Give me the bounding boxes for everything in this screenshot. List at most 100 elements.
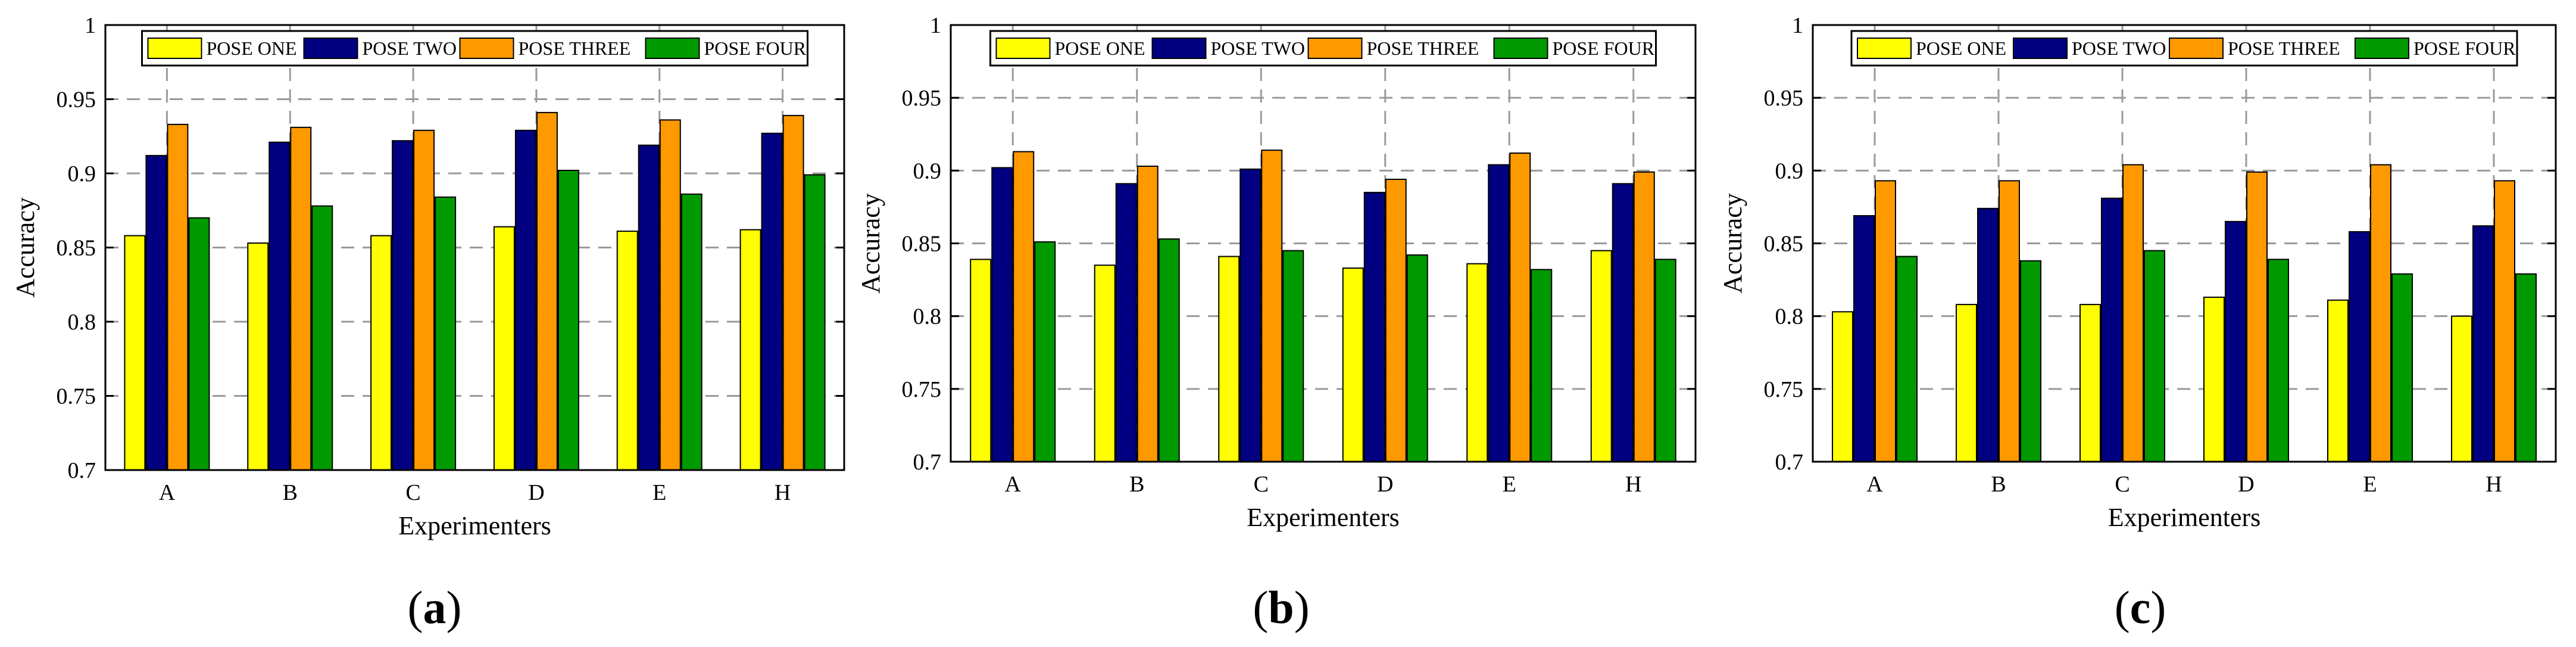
legend-swatch-pose-two bbox=[1151, 38, 1207, 59]
y-tick-label: 0.9 bbox=[1775, 158, 1804, 183]
bar-pose-four-c bbox=[1282, 250, 1304, 462]
y-tick-label: 0.95 bbox=[1764, 86, 1804, 111]
bar-pose-one-e bbox=[2327, 299, 2349, 462]
bar-pose-two-b bbox=[1977, 207, 1999, 462]
legend-swatch-pose-two bbox=[2013, 38, 2068, 59]
y-tick-label: 0.7 bbox=[1775, 450, 1804, 475]
bar-pose-one-d bbox=[493, 226, 515, 471]
bar-pose-three-b bbox=[290, 126, 312, 471]
bar-pose-three-c bbox=[2122, 164, 2144, 462]
bar-pose-four-h bbox=[1654, 259, 1676, 462]
legend-label-pose-four: POSE FOUR bbox=[1553, 38, 1655, 59]
bar-pose-one-a bbox=[124, 235, 146, 471]
y-tick-label: 0.75 bbox=[902, 377, 942, 402]
bar-pose-two-h bbox=[2472, 225, 2494, 462]
legend-swatch-pose-four bbox=[2355, 38, 2409, 59]
bar-pose-one-c bbox=[370, 235, 392, 471]
x-tick-label: H bbox=[775, 480, 791, 505]
bar-pose-two-c bbox=[392, 140, 414, 471]
y-tick-label: 0.95 bbox=[902, 86, 942, 111]
bar-pose-one-e bbox=[616, 231, 638, 471]
x-tick-label: C bbox=[1254, 472, 1269, 497]
y-tick-label: 0.9 bbox=[68, 161, 96, 186]
x-tick-label: B bbox=[283, 480, 298, 505]
x-axis-label: Experimenters bbox=[398, 511, 551, 540]
bar-pose-one-c bbox=[1218, 256, 1240, 462]
x-tick-label: A bbox=[159, 480, 176, 505]
y-tick-label: 0.75 bbox=[1764, 377, 1804, 402]
bar-pose-four-b bbox=[1158, 238, 1180, 462]
legend-swatch-pose-three bbox=[2169, 38, 2224, 59]
legend-label-pose-three: POSE THREE bbox=[1367, 38, 1479, 59]
bar-pose-one-h bbox=[1590, 250, 1612, 462]
bar-pose-three-a bbox=[1875, 180, 1896, 462]
x-tick-label: B bbox=[1129, 472, 1144, 497]
bar-pose-four-h bbox=[2515, 273, 2537, 462]
legend-label-pose-two: POSE TWO bbox=[2072, 38, 2166, 59]
y-tick-label: 0.85 bbox=[1764, 232, 1804, 257]
panel-caption-letter: a bbox=[423, 581, 446, 633]
x-tick-label: D bbox=[2238, 472, 2254, 497]
bar-pose-three-h bbox=[2494, 180, 2515, 462]
bar-pose-three-e bbox=[2370, 164, 2391, 462]
x-tick-label: D bbox=[528, 480, 544, 505]
x-tick-label: A bbox=[1866, 472, 1883, 497]
legend-label-pose-three: POSE THREE bbox=[2228, 38, 2340, 59]
bar-pose-three-d bbox=[2246, 171, 2268, 462]
bar-pose-one-b bbox=[1956, 304, 1977, 462]
bar-pose-two-d bbox=[514, 129, 536, 471]
bar-pose-one-a bbox=[1832, 311, 1853, 462]
bar-pose-three-d bbox=[1385, 178, 1407, 462]
x-tick-label: E bbox=[2363, 472, 2377, 497]
bar-pose-four-e bbox=[2391, 273, 2413, 462]
bar-pose-two-d bbox=[1363, 191, 1385, 462]
bar-pose-two-h bbox=[761, 132, 783, 471]
y-tick-label: 0.85 bbox=[902, 232, 942, 257]
legend-label-pose-one: POSE ONE bbox=[1055, 38, 1145, 59]
y-tick-label: 0.7 bbox=[913, 450, 942, 475]
bar-pose-two-e bbox=[2349, 231, 2370, 462]
legend-swatch-pose-one bbox=[995, 38, 1051, 59]
bar-pose-four-d bbox=[1406, 254, 1428, 462]
panel-caption-a: (a) bbox=[407, 581, 462, 633]
bar-pose-one-e bbox=[1466, 263, 1488, 462]
x-axis-label: Experimenters bbox=[2108, 503, 2261, 532]
legend-swatch-pose-four bbox=[645, 38, 700, 59]
x-tick-label: E bbox=[1503, 472, 1516, 497]
legend-swatch-pose-two bbox=[303, 38, 358, 59]
bar-pose-three-c bbox=[1261, 150, 1283, 463]
bar-pose-three-e bbox=[1509, 153, 1531, 463]
legend-swatch-pose-one bbox=[147, 38, 202, 59]
bar-pose-two-e bbox=[1488, 164, 1510, 462]
y-tick-label: 1 bbox=[85, 13, 96, 38]
bar-pose-four-d bbox=[557, 170, 579, 471]
x-tick-label: D bbox=[1377, 472, 1393, 497]
chart-panel-b: 0.7 0.75 0.8 0.85 0.9 0.95 1 A B C D E H Experimenter… bbox=[856, 13, 1697, 532]
bar-pose-two-d bbox=[2225, 220, 2246, 462]
bar-pose-two-e bbox=[638, 144, 660, 471]
y-tick-label: 0.8 bbox=[913, 304, 942, 329]
legend-label-pose-four: POSE FOUR bbox=[704, 38, 807, 59]
legend-swatch-pose-four bbox=[1493, 38, 1548, 59]
y-axis-label: Accuracy bbox=[856, 193, 885, 294]
legend-label-pose-two: POSE TWO bbox=[1211, 38, 1306, 59]
y-tick-label: 0.8 bbox=[1775, 304, 1804, 329]
x-tick-label: B bbox=[1991, 472, 2006, 497]
legend-swatch-pose-three bbox=[459, 38, 514, 59]
legend-label-pose-four: POSE FOUR bbox=[2413, 38, 2516, 59]
x-tick-label: A bbox=[1005, 472, 1022, 497]
bar-pose-four-b bbox=[2020, 260, 2041, 462]
bar-pose-one-b bbox=[1094, 265, 1116, 462]
y-tick-label: 0.7 bbox=[68, 458, 96, 483]
legend-label-pose-one: POSE ONE bbox=[1916, 38, 2006, 59]
bar-pose-three-a bbox=[1013, 151, 1035, 462]
bar-pose-three-b bbox=[1999, 180, 2020, 462]
bar-pose-four-d bbox=[2268, 259, 2289, 462]
bar-pose-four-h bbox=[804, 174, 826, 471]
bar-pose-three-c bbox=[413, 129, 435, 471]
bar-pose-three-d bbox=[536, 111, 558, 471]
bar-pose-four-e bbox=[680, 193, 702, 471]
y-axis-label: Accuracy bbox=[1718, 193, 1747, 294]
bar-pose-two-b bbox=[268, 141, 291, 471]
